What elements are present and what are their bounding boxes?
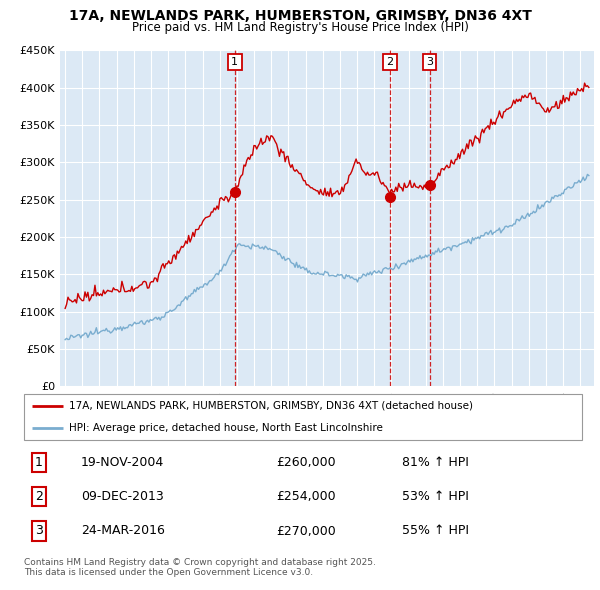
Text: 17A, NEWLANDS PARK, HUMBERSTON, GRIMSBY, DN36 4XT: 17A, NEWLANDS PARK, HUMBERSTON, GRIMSBY,… bbox=[68, 9, 532, 23]
Text: 3: 3 bbox=[426, 57, 433, 67]
Text: 3: 3 bbox=[35, 525, 43, 537]
Text: 2: 2 bbox=[386, 57, 394, 67]
Text: Contains HM Land Registry data © Crown copyright and database right 2025.
This d: Contains HM Land Registry data © Crown c… bbox=[24, 558, 376, 577]
Text: 09-DEC-2013: 09-DEC-2013 bbox=[81, 490, 164, 503]
Text: £260,000: £260,000 bbox=[276, 456, 335, 469]
Text: 24-MAR-2016: 24-MAR-2016 bbox=[81, 525, 165, 537]
Text: £270,000: £270,000 bbox=[276, 525, 336, 537]
Text: 2: 2 bbox=[35, 490, 43, 503]
Text: 1: 1 bbox=[35, 456, 43, 469]
Text: HPI: Average price, detached house, North East Lincolnshire: HPI: Average price, detached house, Nort… bbox=[68, 423, 383, 433]
Text: 17A, NEWLANDS PARK, HUMBERSTON, GRIMSBY, DN36 4XT (detached house): 17A, NEWLANDS PARK, HUMBERSTON, GRIMSBY,… bbox=[68, 401, 473, 411]
Text: 19-NOV-2004: 19-NOV-2004 bbox=[81, 456, 164, 469]
Text: 53% ↑ HPI: 53% ↑ HPI bbox=[402, 490, 469, 503]
Text: Price paid vs. HM Land Registry's House Price Index (HPI): Price paid vs. HM Land Registry's House … bbox=[131, 21, 469, 34]
Text: 55% ↑ HPI: 55% ↑ HPI bbox=[402, 525, 469, 537]
FancyBboxPatch shape bbox=[24, 394, 582, 440]
Text: 81% ↑ HPI: 81% ↑ HPI bbox=[402, 456, 469, 469]
Text: £254,000: £254,000 bbox=[276, 490, 335, 503]
Text: 1: 1 bbox=[231, 57, 238, 67]
